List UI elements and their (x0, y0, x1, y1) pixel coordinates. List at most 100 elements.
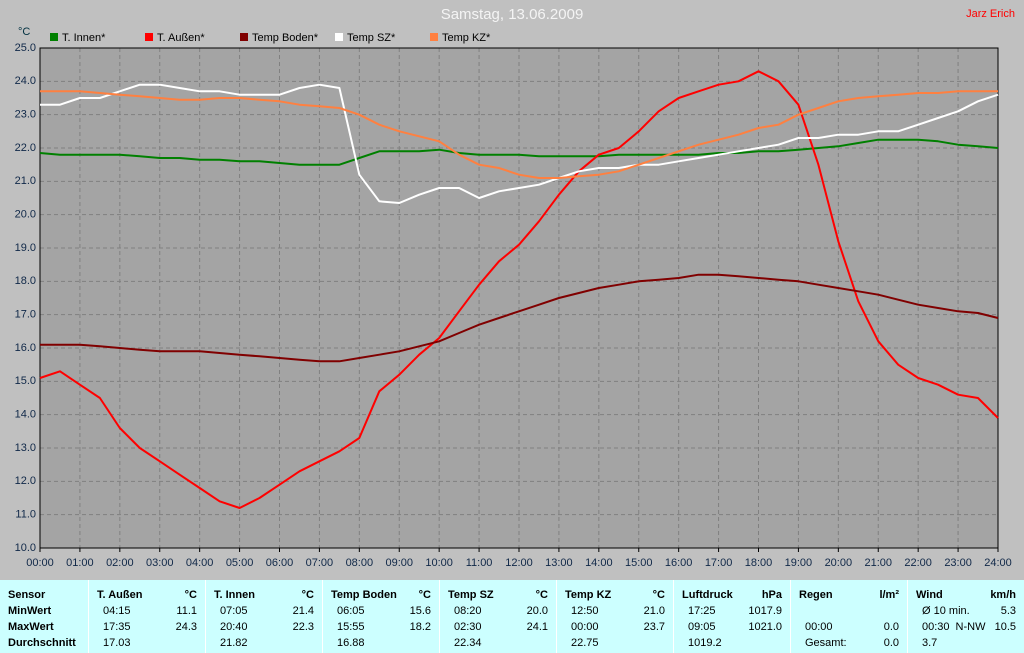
column-unit: l/m² (879, 589, 899, 601)
table-cell: 08:20 (454, 605, 482, 617)
table-row: Durchschnitt (0, 635, 88, 651)
table-column: Regen l/m² 00:00 0.0 Gesamt: 0.0 (790, 580, 907, 653)
table-row: 1019.2 (674, 635, 790, 651)
column-unit: °C (184, 589, 197, 601)
table-row: MinWert (0, 603, 88, 619)
summary-table: Sensor MinWert MaxWert Durchschnitt T. Außen… (0, 580, 1024, 653)
table-cell: N-NW (955, 621, 986, 633)
legend-label: Temp Boden* (252, 32, 319, 44)
legend-label: Temp KZ* (442, 32, 491, 44)
table-header: Sensor (8, 589, 46, 601)
series-line (40, 90, 998, 179)
column-header: T. Außen °C (89, 587, 205, 603)
table-column: Temp KZ °C 12:50 21.0 00:00 23.7 22.75 (556, 580, 673, 653)
table-cell: 3.7 (922, 637, 938, 649)
table-row: 17:25 1017.9 (674, 603, 790, 619)
table-row: 20:40 22.3 (206, 619, 322, 635)
table-cell: 17.03 (103, 637, 131, 649)
table-row: 07:05 21.4 (206, 603, 322, 619)
table-cell: 07:05 (220, 605, 248, 617)
table-cell: 15.6 (409, 605, 431, 617)
x-tick-label: 13:00 (545, 557, 573, 569)
y-axis-label: °C (18, 26, 30, 38)
table-cell: 16.88 (337, 637, 365, 649)
table-cell: 5.3 (1000, 605, 1016, 617)
table-cell: Ø 10 min. (922, 605, 970, 617)
table-row: 09:05 1021.0 (674, 619, 790, 635)
x-tick-label: 20:00 (825, 557, 853, 569)
column-unit: km/h (990, 589, 1016, 601)
x-tick-label: 12:00 (505, 557, 533, 569)
table-row: 06:05 15.6 (323, 603, 439, 619)
x-tick-label: 08:00 (346, 557, 374, 569)
table-cell: 18.2 (409, 621, 431, 633)
table-cell: 11.1 (176, 605, 197, 617)
chart: Samstag, 13.06.2009 Jarz Erich °C 10.0 11… (15, 6, 1015, 569)
y-tick-label: 19.0 (15, 242, 36, 254)
column-unit: °C (301, 589, 314, 601)
table-row: 17:35 24.3 (89, 619, 205, 635)
table-row: 16.88 (323, 635, 439, 651)
table-cell: 22.75 (571, 637, 599, 649)
legend-swatch (145, 33, 153, 41)
table-column: Temp SZ °C 08:20 20.0 02:30 24.1 22.34 (439, 580, 556, 653)
column-name: Wind (916, 589, 943, 601)
table-column: T. Innen °C 07:05 21.4 20:40 22.3 21.82 (205, 580, 322, 653)
table-cell: 17:25 (688, 605, 716, 617)
x-tick-label: 21:00 (864, 557, 892, 569)
table-cell: 1019.2 (688, 637, 722, 649)
y-tick-label: 22.0 (15, 142, 36, 154)
table-cell: 0.0 (883, 637, 899, 649)
plot-area (40, 48, 998, 548)
legend-swatch (430, 33, 438, 41)
y-tick-label: 20.0 (15, 209, 36, 221)
column-name: Temp SZ (448, 589, 494, 601)
table-row: Ø 10 min. 5.3 (908, 603, 1024, 619)
legend-swatch (50, 33, 58, 41)
x-tick-label: 16:00 (665, 557, 693, 569)
series-line (40, 83, 999, 204)
column-header: Temp Boden °C (323, 587, 439, 603)
y-tick-label: 10.0 (15, 542, 36, 554)
table-cell: 02:30 (454, 621, 482, 633)
x-tick-label: 15:00 (625, 557, 653, 569)
table-cell: 22.3 (292, 621, 314, 633)
series-line (39, 138, 999, 166)
table-row: 04:15 11.1 (89, 603, 205, 619)
column-header: Temp SZ °C (440, 587, 556, 603)
x-tick-label: 24:00 (984, 557, 1012, 569)
table-cell: 23.7 (643, 621, 665, 633)
column-header: Luftdruck hPa (674, 587, 790, 603)
table-cell: 15:55 (337, 621, 365, 633)
table-cell: 21.4 (292, 605, 314, 617)
table-row: Gesamt: 0.0 (791, 635, 907, 651)
y-tick-label: 13.0 (15, 442, 36, 454)
table-column: Luftdruck hPa 17:25 1017.9 09:05 1021.0 1019.2 (673, 580, 790, 653)
x-tick-label: 19:00 (785, 557, 813, 569)
table-cell: 12:50 (571, 605, 599, 617)
column-name: Luftdruck (682, 589, 733, 601)
table-cell: Gesamt: (805, 637, 847, 649)
table-row: 15:55 18.2 (323, 619, 439, 635)
column-name: Temp KZ (565, 589, 612, 601)
column-name: Temp Boden (331, 589, 397, 601)
y-tick-label: 17.0 (15, 309, 36, 321)
x-tick-label: 14:00 (585, 557, 613, 569)
x-tick-label: 18:00 (745, 557, 773, 569)
table-cell: 09:05 (688, 621, 716, 633)
table-cell: 17:35 (103, 621, 131, 633)
table-row (791, 603, 907, 619)
x-tick-label: 04:00 (186, 557, 214, 569)
table-row: 00:30 N-NW 10.5 (908, 619, 1024, 635)
table-cell: 24.3 (175, 621, 197, 633)
column-name: T. Innen (214, 589, 255, 601)
table-cell: 0.0 (883, 621, 899, 633)
y-tick-label: 18.0 (15, 275, 36, 287)
y-tick-label: 12.0 (15, 475, 36, 487)
column-header: T. Innen °C (206, 587, 322, 603)
table-row: 21.82 (206, 635, 322, 651)
table-column: T. Außen °C 04:15 11.1 17:35 24.3 17.03 (88, 580, 205, 653)
table-row: 22.75 (557, 635, 673, 651)
series-line (40, 273, 999, 363)
